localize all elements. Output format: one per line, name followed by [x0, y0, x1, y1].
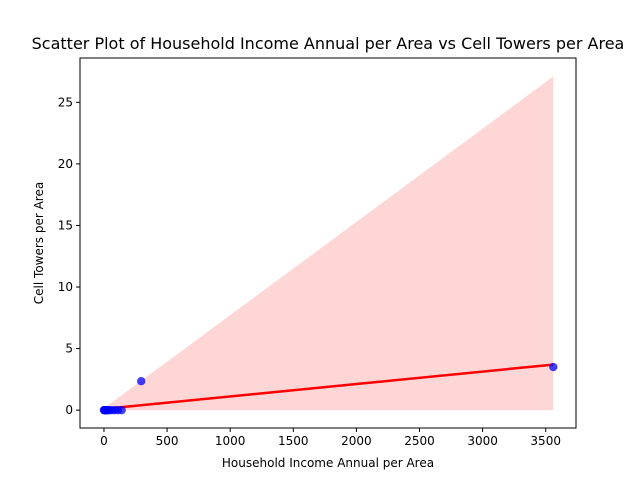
y-tick-label: 10 [58, 280, 73, 294]
data-point [117, 405, 126, 415]
y-tick-label: 0 [65, 403, 73, 417]
x-tick-label: 1000 [215, 434, 246, 448]
axes-layer [79, 57, 577, 429]
data-point [137, 377, 146, 386]
regression-line-layer [103, 363, 554, 411]
data-point [549, 362, 558, 372]
plot-frame [79, 57, 577, 429]
x-tick-label: 3000 [467, 434, 498, 448]
x-tick-label: 2500 [404, 434, 435, 448]
y-axis-label: Cell Towers per Area [32, 182, 46, 304]
y-tick-label: 15 [58, 218, 73, 232]
chart-title: Scatter Plot of Household Income Annual … [32, 34, 625, 53]
x-axis-label: Household Income Annual per Area [222, 456, 434, 470]
x-tick-label: 3500 [530, 434, 561, 448]
y-tick-label: 25 [58, 95, 73, 109]
regression-line [103, 363, 554, 411]
x-tick-label: 1500 [278, 434, 309, 448]
x-tick-label: 500 [156, 434, 179, 448]
x-tick-label: 2000 [341, 434, 372, 448]
y-tick-label: 20 [58, 157, 73, 171]
x-axis-ticks: 0 500 1000 1500 2000 2500 3000 3500 [100, 428, 561, 448]
confidence-band-layer [103, 76, 554, 411]
data-points-layer [99, 362, 558, 415]
y-axis-ticks: 0 5 10 15 20 25 [58, 95, 80, 417]
x-tick-label: 0 [100, 434, 108, 448]
confidence-band [103, 76, 554, 411]
y-tick-label: 5 [65, 342, 73, 356]
